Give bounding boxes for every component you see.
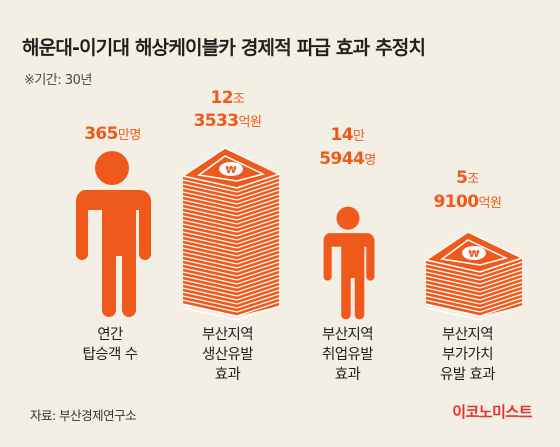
page-title: 해운대-이기대 해상케이블카 경제적 파급 효과 추정치 <box>22 37 426 59</box>
svg-text:₩: ₩ <box>468 249 479 260</box>
passengers-label: 연간 탑승객 수 <box>82 327 139 363</box>
passengers-value: 365만명 <box>84 124 141 144</box>
production-label: 부산지역 생산유발 효과 <box>202 327 254 383</box>
period-note: ※기간: 30년 <box>24 73 92 88</box>
money-stack-icon: ₩ <box>181 147 281 321</box>
employment-label: 부산지역 취업유발 효과 <box>322 327 374 383</box>
production-value: 12조 3533억원 <box>193 88 262 131</box>
employment-value: 14만 5944명 <box>319 125 376 169</box>
person-icon <box>323 206 375 320</box>
money-stack-icon: ₩ <box>424 231 524 321</box>
brand-logo: 이코노미스트 <box>452 403 532 421</box>
person-icon <box>75 151 151 317</box>
value-added-value: 5조 9100억원 <box>433 168 502 212</box>
source-note: 자료: 부산경제연구소 <box>30 408 137 423</box>
svg-text:₩: ₩ <box>225 165 236 176</box>
value-added-label: 부산지역 부가가치 유발 효과 <box>440 327 496 383</box>
